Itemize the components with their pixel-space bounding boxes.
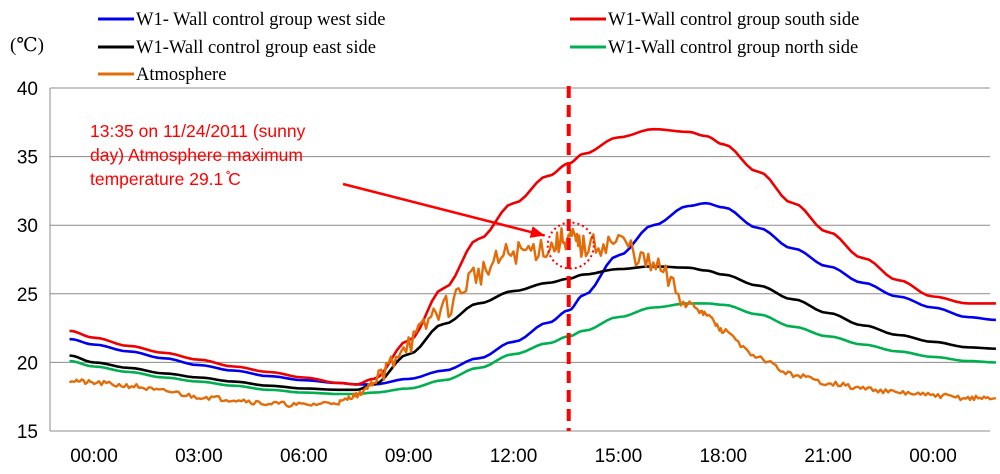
x-tick-label-5: 15:00 — [595, 446, 643, 467]
annotation-arrow-line — [342, 182, 546, 237]
max-highlight-circle — [546, 221, 595, 270]
x-tick-label-8: 00:00 — [909, 446, 957, 467]
y-tick-label-15: 15 — [17, 422, 38, 443]
series-line-0 — [69, 201, 996, 386]
y-axis-unit-label: (℃) — [10, 35, 44, 56]
legend-label-0: W1- Wall control group west side — [136, 10, 385, 30]
x-tick-label-1: 03:00 — [175, 446, 223, 467]
series-line-1 — [69, 127, 996, 386]
legend-label-1: W1-Wall control group south side — [608, 10, 859, 30]
y-tick-label-35: 35 — [17, 148, 38, 169]
series-line-2 — [69, 265, 996, 392]
legend-label-3: W1-Wall control group north side — [608, 38, 858, 58]
y-tick-label-20: 20 — [17, 353, 38, 374]
legend: W1- Wall control group west side W1-Wall … — [98, 10, 859, 85]
gridlines — [50, 87, 990, 363]
series-line-4 — [68, 227, 997, 408]
x-tick-label-4: 12:00 — [490, 446, 538, 467]
x-tick-label-6: 18:00 — [699, 446, 747, 467]
annotation-text-line-2: temperature 29.1 ̊C — [90, 169, 241, 189]
y-tick-label-40: 40 — [17, 79, 38, 100]
series-line-3 — [69, 302, 996, 396]
x-tick-label-2: 06:00 — [280, 446, 328, 467]
legend-label-2: W1-Wall control group east side — [136, 38, 376, 58]
annotation-arrow-head — [529, 226, 545, 238]
axes: 15 20 25 30 35 40 00:00 03:00 06:00 09:00 12:00 15:… — [17, 79, 990, 467]
y-tick-label-25: 25 — [17, 285, 38, 306]
annotation-text-line-1: day) Atmosphere maximum — [90, 145, 303, 165]
annotation-layer: 13:35 on 11/24/2011 (sunny day) Atmospher… — [90, 86, 595, 431]
legend-label-4: Atmosphere — [136, 65, 226, 85]
series-lines — [68, 127, 997, 408]
x-tick-label-0: 00:00 — [70, 446, 118, 467]
annotation-text-line-0: 13:35 on 11/24/2011 (sunny — [90, 121, 306, 141]
x-tick-label-3: 09:00 — [385, 446, 433, 467]
y-tick-label-30: 30 — [17, 216, 38, 237]
x-tick-label-7: 21:00 — [804, 446, 852, 467]
